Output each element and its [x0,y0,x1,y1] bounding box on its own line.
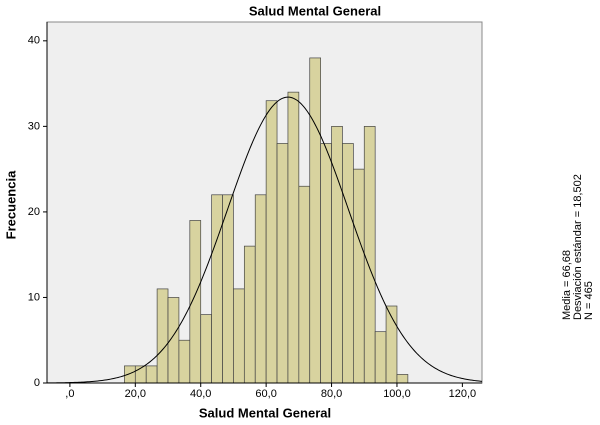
bar [353,168,365,384]
x-tick-label: ,0 [65,388,74,400]
y-tick-label: 10 [28,291,40,303]
bar [265,100,278,384]
x-axis-label: Salud Mental General [199,405,331,420]
y-tick-label: 40 [28,35,40,47]
stats-text: Desviación estándar = 18,502 [572,174,584,320]
normal-curve [46,96,483,384]
bar [374,331,387,384]
y-tick-label: 20 [28,206,40,218]
x-tick-label: 100,0 [383,388,411,400]
bar [243,245,256,384]
x-tick-label: 20,0 [125,388,146,400]
bar [342,143,354,384]
bar [200,314,212,384]
bar [363,126,376,384]
bar [287,91,300,384]
stats-text: N = 465 [583,281,595,320]
bar [396,374,409,384]
chart-title: Salud Mental General [249,3,381,18]
bar [124,365,136,384]
bar [222,194,234,384]
bar [276,143,289,384]
bar [233,288,245,384]
x-tick-label: 120,0 [449,388,477,400]
x-tick-label: 80,0 [321,388,342,400]
stats-text: Media = 66,68 [561,250,573,320]
bar [178,339,191,384]
x-tick-label: 40,0 [190,388,211,400]
bar [298,185,311,384]
y-axis-label: Frecuencia [3,170,18,239]
y-tick-label: 0 [34,377,40,389]
bar [331,126,343,384]
bar [320,143,332,384]
bar [254,194,267,384]
x-tick-label: 60,0 [255,388,276,400]
bar [211,194,223,384]
bar [145,365,158,384]
y-tick-label: 30 [28,120,40,132]
bar [156,288,169,384]
bar [309,57,321,384]
